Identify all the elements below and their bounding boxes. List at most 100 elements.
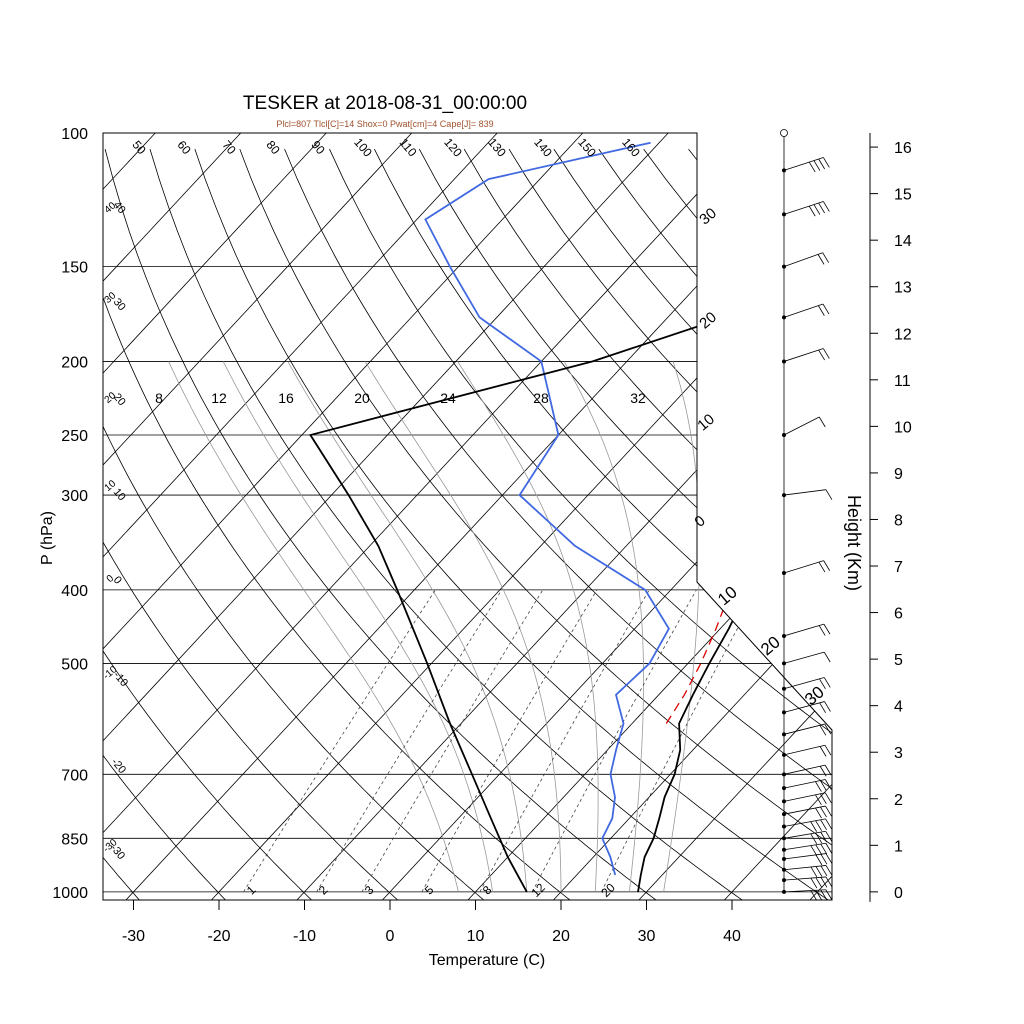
dry-adiabat-line	[103, 149, 485, 900]
wind-barb-feather	[825, 831, 833, 842]
wind-barb-dot	[782, 633, 786, 638]
isotherm-label: 30	[696, 205, 720, 229]
dry-adiabat-label: 120	[441, 135, 465, 160]
dry-adiabat-line	[913, 149, 1024, 900]
mixing-ratio-line	[479, 589, 650, 893]
wind-barb-shaft	[783, 701, 825, 713]
wind-barb-dot	[782, 772, 786, 777]
isotherm-line	[103, 133, 584, 900]
wind-barb-dot	[782, 432, 786, 437]
height-tick-label: 13	[894, 280, 912, 297]
isotherm-label: 20	[757, 632, 784, 659]
wind-barb-feather	[823, 348, 830, 359]
wind-barb-feather	[825, 865, 833, 876]
dry-adiabat-line	[149, 148, 743, 900]
wind-barb-feather	[819, 678, 826, 690]
dry-adiabat-label: 70	[219, 138, 239, 157]
wind-barb-dot	[782, 847, 786, 852]
x-tick-label: 10	[467, 928, 485, 945]
profiles	[308, 141, 832, 893]
wind-barb-feather	[820, 831, 828, 843]
wind-barb-shaft	[783, 651, 825, 664]
dry-adiabat-line	[103, 149, 571, 900]
mixing-ratio-label: 2	[316, 883, 331, 898]
wind-barb-feather	[815, 854, 823, 866]
isotherm-line	[103, 133, 327, 900]
isotherm-line	[724, 133, 832, 900]
wind-barb-feather	[823, 157, 830, 168]
wind-barb-feather	[815, 832, 823, 844]
wind-barb-feather	[820, 780, 827, 791]
wind-barb-shaft	[783, 489, 826, 496]
wind-barb-dot	[782, 493, 786, 498]
isotherm-line	[809, 133, 832, 900]
wind-barb-shaft	[783, 201, 824, 215]
wind-barb-feather	[810, 866, 818, 878]
wind-barb-feather	[824, 779, 832, 790]
wind-barb-feather	[818, 416, 826, 428]
dry-adiabat-line	[103, 149, 398, 900]
dry-adiabat-label: 160	[619, 135, 643, 160]
mixing-ratio-label: 20	[598, 880, 618, 900]
isotherm-line	[895, 133, 1024, 900]
wind-barb-feather	[810, 833, 818, 845]
height-tick-label: 14	[894, 233, 912, 250]
wind-barb-feather	[818, 202, 825, 214]
isotherm-line	[103, 133, 413, 900]
y-axis-title: P (hPa)	[39, 511, 56, 565]
height-tick-label: 0	[894, 885, 903, 902]
wind-barb-feather	[823, 201, 830, 212]
wind-barb-shaft	[783, 876, 827, 881]
mixing-ratio-line	[421, 589, 598, 893]
dry-adiabat-line	[733, 148, 832, 900]
x-axis-title: Temperature (C)	[429, 952, 545, 969]
wind-barb-dot	[782, 836, 786, 841]
wind-barb-shaft	[783, 416, 820, 436]
wind-barb-feather	[823, 651, 831, 663]
wind-barb-feather	[823, 623, 831, 635]
x-tick-label: 40	[723, 928, 741, 945]
x-tick-label: -20	[207, 928, 230, 945]
y-tick-label: 150	[61, 260, 88, 277]
wind-barb-feather	[817, 254, 825, 265]
wind-barb-shaft	[783, 865, 827, 871]
moist-adiabat-label: 20	[354, 390, 370, 406]
wind-barb-feather	[815, 794, 822, 806]
wind-barb-shaft	[783, 842, 826, 851]
wind-barb-dot	[782, 710, 786, 715]
dry-adiabat-label: 40	[111, 199, 128, 216]
isotherm-line	[103, 133, 755, 900]
y-tick-label: 300	[61, 488, 88, 505]
height-tick-label: 3	[894, 745, 903, 762]
moist-adiabat-line	[168, 361, 459, 892]
mixing-ratio-label: 3	[362, 883, 377, 898]
x-tick-label: 20	[552, 928, 570, 945]
y-tick-label: 1000	[52, 885, 88, 902]
wind-barb-dot	[782, 812, 786, 817]
wind-barb-dot	[782, 686, 786, 691]
height-tick-label: 11	[894, 373, 911, 390]
moist-adiabat-label: 16	[278, 390, 294, 406]
mixing-ratio-line	[243, 589, 436, 893]
isotherm-line	[103, 133, 669, 900]
wind-barb-shaft	[783, 830, 826, 839]
wind-barb-feather	[824, 745, 832, 756]
wind-barb-dot	[782, 824, 786, 829]
isotherm-label: 10	[694, 411, 718, 435]
wind-barb-feather	[819, 702, 826, 714]
wind-barb-feather	[820, 793, 827, 805]
wind-barb-feather	[820, 806, 827, 818]
wind-barb-dot	[782, 359, 786, 364]
y-tick-label: 400	[61, 583, 88, 600]
dry-adiabat-line	[104, 148, 657, 900]
x-tick-label: -10	[293, 928, 316, 945]
wind-barb-shaft	[783, 744, 826, 756]
mixing-ratio-line	[531, 589, 697, 893]
wind-barbs	[780, 129, 833, 901]
x-tick-label: -30	[122, 928, 145, 945]
wind-barb-dot	[782, 878, 786, 883]
wind-barb-feather	[813, 160, 821, 171]
dry-adiabat-label: -20	[109, 756, 128, 776]
height-tick-label: 7	[894, 559, 903, 576]
